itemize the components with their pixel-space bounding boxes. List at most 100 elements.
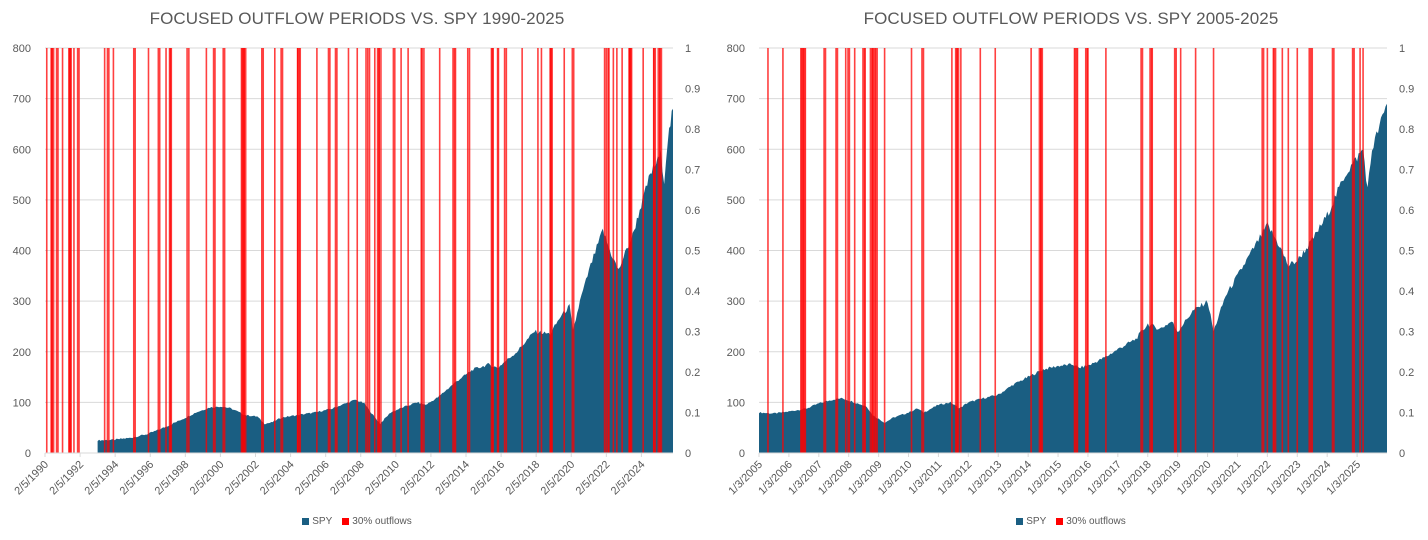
outflow-bar [222, 48, 226, 453]
outflow-bar [1149, 48, 1153, 453]
y-axis-label: 800 [13, 43, 31, 55]
x-axis-label: 2/5/1992 [47, 459, 86, 498]
outflow-bar [280, 48, 284, 453]
outflow-bar [951, 48, 953, 453]
legend-item-outflows[interactable]: 30% outflows [1056, 516, 1126, 527]
outflow-bar [392, 48, 396, 453]
chart-title: FOCUSED OUTFLOW PERIODS VS. SPY 1990-202… [149, 9, 565, 28]
y2-axis-label: 0.8 [685, 124, 700, 136]
outflow-bar [657, 48, 661, 453]
outflow-bar [356, 48, 359, 453]
legend-label: SPY [312, 516, 333, 527]
y2-axis-label: 0 [685, 448, 691, 460]
outflow-bar [956, 48, 960, 453]
x-axis-label: 2/5/2024 [609, 459, 648, 498]
outflow-bar [621, 48, 623, 453]
chart-title: FOCUSED OUTFLOW PERIODS VS. SPY 2005-202… [863, 9, 1279, 28]
outflow-bar [521, 48, 523, 453]
outflow-bar [883, 48, 886, 453]
outflow-bar [844, 48, 847, 453]
outflow-bar [549, 48, 553, 453]
outflow-bar [103, 48, 106, 453]
outflow-bar [1179, 48, 1182, 453]
y-axis-label: 400 [727, 246, 745, 258]
outflow-bar [261, 48, 265, 453]
outflow-bar [366, 48, 369, 453]
y2-axis-label: 0 [1399, 448, 1405, 460]
outflow-bar [454, 48, 457, 453]
outflow-bar [50, 48, 52, 453]
outflow-bar [1030, 48, 1032, 453]
outflow-bar [607, 48, 609, 453]
outflow-bar [492, 48, 494, 453]
outflow-bar [497, 48, 500, 453]
outflow-bar [563, 48, 566, 453]
outflow-bar [212, 48, 216, 453]
x-axis-label: 2/5/2010 [363, 459, 402, 498]
y2-axis-label: 0.9 [685, 84, 700, 96]
outflow-bar [466, 48, 469, 453]
y2-axis-label: 1 [685, 43, 691, 55]
y-axis-label: 100 [727, 397, 745, 409]
outflow-bar [979, 48, 982, 453]
y2-axis-label: 0.5 [1399, 246, 1414, 258]
outflow-bar [1076, 48, 1079, 453]
outflow-bar [1074, 48, 1078, 453]
outflow-bar [157, 48, 161, 453]
outflow-bar [1175, 48, 1177, 453]
y-axis-label: 200 [727, 347, 745, 359]
outflow-bar [165, 48, 167, 453]
y-axis-label: 0 [25, 448, 31, 460]
outflow-bar [76, 48, 80, 453]
outflow-bar [132, 48, 136, 453]
outflow-bar [1194, 48, 1197, 453]
outflow-bar [960, 48, 962, 453]
y-axis-label: 600 [13, 144, 31, 156]
outflow-bar [804, 48, 807, 453]
outflow-bar [423, 48, 425, 453]
outflow-bar [872, 48, 876, 453]
outflow-bar [273, 48, 276, 453]
x-axis-label: 2/5/2014 [433, 459, 472, 498]
outflow-bar [55, 48, 59, 453]
spy-swatch-icon [1016, 518, 1024, 525]
outflow-bar [1261, 48, 1265, 453]
y-axis-label: 100 [13, 397, 31, 409]
outflow-bar [1362, 48, 1364, 453]
outflow-bar [45, 48, 48, 453]
outflow-bar [847, 48, 851, 453]
y-axis-label: 300 [727, 296, 745, 308]
outflow-bar [112, 48, 115, 453]
outflow-bar [503, 48, 506, 453]
outflow-bar [106, 48, 110, 453]
legend-label: 30% outflows [1066, 516, 1126, 527]
legend-item-outflows[interactable]: 30% outflows [342, 516, 412, 527]
y2-axis-label: 0.2 [1399, 367, 1414, 379]
y-axis-label: 300 [13, 296, 31, 308]
outflow-bar [782, 48, 784, 453]
y2-axis-label: 1 [1399, 43, 1405, 55]
outflow-bar [1311, 48, 1314, 453]
outflow-bar [551, 48, 553, 453]
y2-axis-label: 0.1 [685, 408, 700, 420]
chart-1990-2025: FOCUSED OUTFLOW PERIODS VS. SPY 1990-202… [12, 9, 700, 527]
x-axis-label: 2/5/2002 [223, 459, 262, 498]
outflow-bar [1287, 48, 1290, 453]
outflow-bar [73, 48, 75, 453]
outflow-bar [869, 48, 873, 453]
spy-area [759, 103, 1387, 453]
outflow-bar [1140, 48, 1144, 453]
plot-area: 0 100 200 300 400 500 600 700 800 0 0.1 0.2 0.3 0.4 0.… [726, 43, 1414, 497]
outflow-bar [296, 48, 300, 453]
legend-item-spy[interactable]: SPY [302, 516, 332, 527]
outflow-bar [922, 48, 925, 453]
outflow-bar [1151, 48, 1154, 453]
legend-item-spy[interactable]: SPY [1016, 516, 1046, 527]
outflow-bar [994, 48, 997, 453]
outflow-bar [378, 48, 380, 453]
outflow-bar [1281, 48, 1284, 453]
outflow-bar [242, 48, 245, 453]
outflow-bar [400, 48, 402, 453]
outflow-bar [505, 48, 508, 453]
outflow-bar [921, 48, 923, 453]
